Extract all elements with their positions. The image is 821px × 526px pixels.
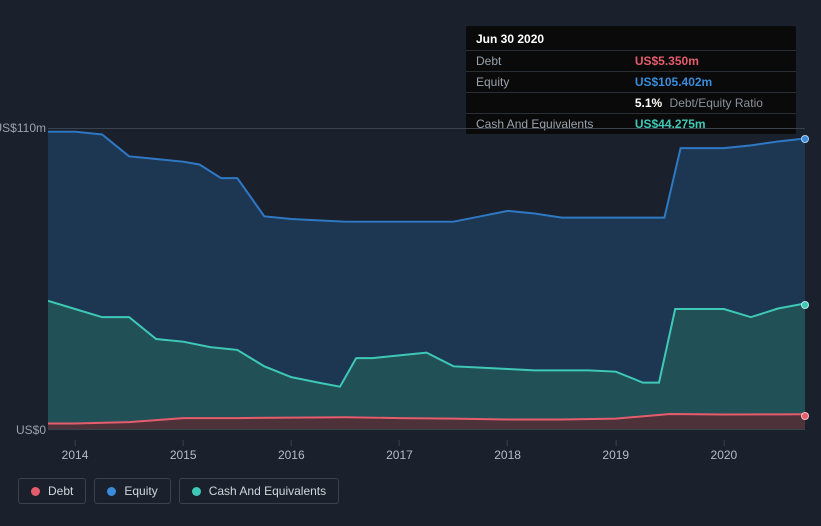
legend-label: Cash And Equivalents bbox=[209, 484, 326, 498]
chart-plot-area[interactable] bbox=[48, 128, 805, 430]
tooltip-value: US$5.350m bbox=[625, 51, 796, 72]
chart-svg bbox=[48, 129, 805, 429]
chart-legend: Debt Equity Cash And Equivalents bbox=[18, 478, 339, 504]
tooltip-table: DebtUS$5.350mEquityUS$105.402m5.1% Debt/… bbox=[466, 50, 796, 134]
tooltip-extra: Debt/Equity Ratio bbox=[666, 96, 763, 110]
x-axis-label: 2020 bbox=[711, 440, 738, 462]
x-axis-label: 2019 bbox=[602, 440, 629, 462]
legend-item-debt[interactable]: Debt bbox=[18, 478, 86, 504]
series-end-dot bbox=[801, 301, 809, 309]
x-axis: 2014 2015 2016 2017 2018 2019 2020 bbox=[48, 440, 805, 460]
tooltip-key: Debt bbox=[466, 51, 625, 72]
tooltip-value: 5.1% Debt/Equity Ratio bbox=[625, 93, 796, 114]
x-axis-label: 2014 bbox=[62, 440, 89, 462]
legend-dot bbox=[107, 487, 116, 496]
legend-item-cash-and-equivalents[interactable]: Cash And Equivalents bbox=[179, 478, 339, 504]
legend-label: Debt bbox=[48, 484, 73, 498]
y-axis-label: US$0 bbox=[16, 423, 46, 437]
x-axis-label: 2015 bbox=[170, 440, 197, 462]
tooltip-title: Jun 30 2020 bbox=[466, 32, 796, 50]
y-axis-label: US$110m bbox=[0, 121, 46, 135]
tooltip-value: US$105.402m bbox=[625, 72, 796, 93]
legend-item-equity[interactable]: Equity bbox=[94, 478, 170, 504]
series-end-dot bbox=[801, 135, 809, 143]
x-axis-label: 2018 bbox=[494, 440, 521, 462]
series-end-dot bbox=[801, 412, 809, 420]
chart-tooltip: Jun 30 2020 DebtUS$5.350mEquityUS$105.40… bbox=[466, 26, 796, 134]
tooltip-key: Equity bbox=[466, 72, 625, 93]
legend-dot bbox=[31, 487, 40, 496]
legend-dot bbox=[192, 487, 201, 496]
legend-label: Equity bbox=[124, 484, 157, 498]
x-axis-label: 2016 bbox=[278, 440, 305, 462]
tooltip-key bbox=[466, 93, 625, 114]
x-axis-label: 2017 bbox=[386, 440, 413, 462]
